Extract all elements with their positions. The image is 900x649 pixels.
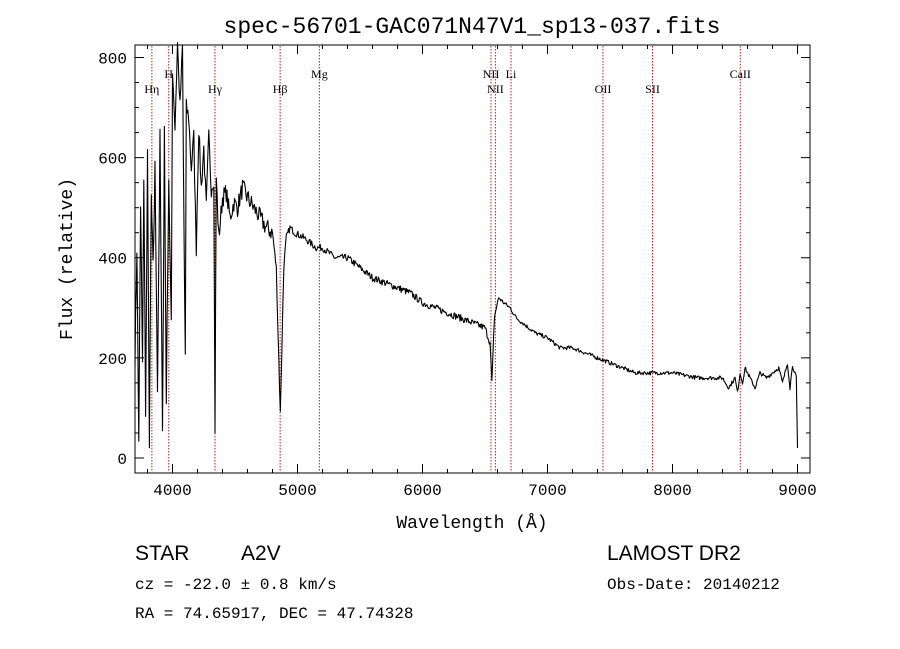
object-class: STAR <box>135 542 189 565</box>
y-tick-label: 400 <box>98 251 127 269</box>
spectral-line-label: NII <box>487 82 504 96</box>
annotation-lines <box>151 46 741 472</box>
x-tick-label: 4000 <box>153 482 191 500</box>
y-axis-label: Flux (relative) <box>58 178 78 340</box>
y-tick-label: 200 <box>98 351 127 369</box>
x-axis-label: Wavelength (Å) <box>396 513 547 534</box>
spectrum-series <box>134 41 799 449</box>
survey-name: LAMOST DR2 <box>607 542 741 565</box>
object-subclass: A2V <box>241 542 281 565</box>
redshift-cz: cz = -22.0 ± 0.8 km/s <box>135 576 337 594</box>
spectral-line-label: H <box>164 67 173 81</box>
spectral-line-label: Hβ <box>273 82 288 96</box>
spectral-line-label: Hγ <box>208 82 223 96</box>
x-tick-label: 5000 <box>278 482 316 500</box>
x-tick-label: 7000 <box>528 482 566 500</box>
spectral-line-label: OII <box>595 82 612 96</box>
chart-title: spec-56701-GAC071N47V1_sp13-037.fits <box>224 14 721 40</box>
spectral-line-label: Li <box>506 67 517 81</box>
x-tick-label: 9000 <box>778 482 816 500</box>
axis-ticks: 4000 5000 6000 7000 8000 9000 0 200 400 600 800 <box>98 45 817 500</box>
y-tick-label: 600 <box>98 151 127 169</box>
y-tick-label: 800 <box>98 51 127 69</box>
spectral-line-label: Mg <box>311 67 328 81</box>
coordinates: RA = 74.65917, DEC = 47.74328 <box>135 605 413 623</box>
spectral-line-label: SII <box>645 82 660 96</box>
flux-series-line <box>134 41 799 449</box>
x-tick-label: 6000 <box>403 482 441 500</box>
y-tick-label: 0 <box>117 451 127 469</box>
spectral-line-label: NII <box>483 67 500 81</box>
plot-frame <box>134 44 811 474</box>
x-tick-label: 8000 <box>653 482 691 500</box>
observation-date: Obs-Date: 20140212 <box>607 576 780 594</box>
spectral-line-label: CaII <box>730 67 751 81</box>
spectral-line-label: Hη <box>144 82 159 96</box>
